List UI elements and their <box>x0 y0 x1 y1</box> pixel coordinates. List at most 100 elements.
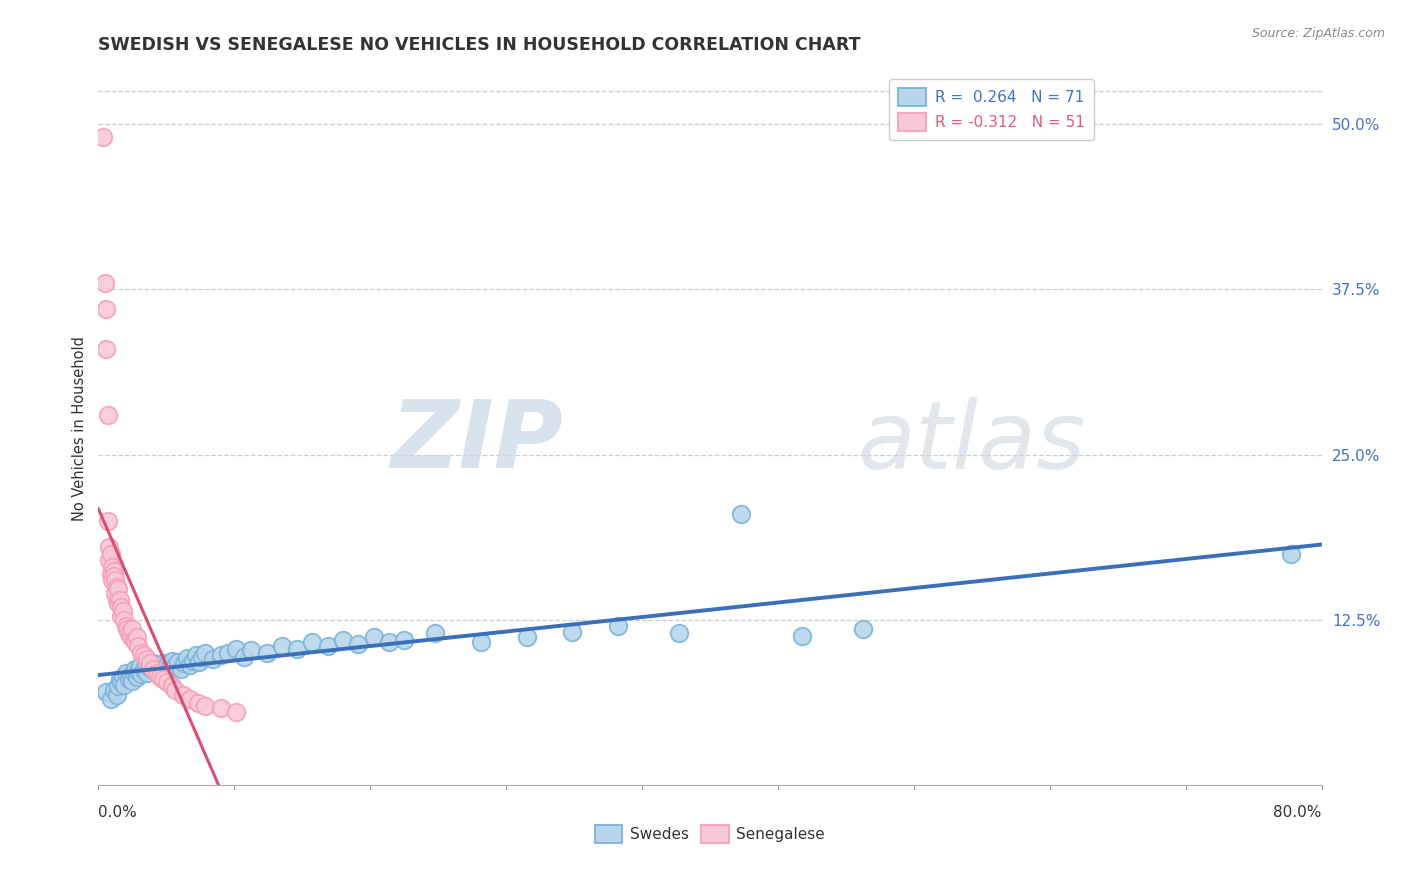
Point <box>179 692 201 706</box>
Point <box>136 665 159 680</box>
Point <box>129 667 152 681</box>
Point <box>118 672 141 686</box>
Point <box>121 673 143 688</box>
Text: 80.0%: 80.0% <box>1274 805 1322 820</box>
Point <box>111 603 134 617</box>
Point <box>607 619 630 633</box>
Point <box>347 636 370 650</box>
Point <box>94 302 117 317</box>
Point <box>378 635 401 649</box>
Text: ZIP: ZIP <box>391 396 564 489</box>
Point <box>100 692 122 706</box>
Point <box>110 599 132 614</box>
Point <box>156 657 179 672</box>
Point <box>225 641 247 656</box>
Point <box>188 655 211 669</box>
Point <box>94 685 117 699</box>
Point <box>108 593 131 607</box>
Point <box>135 657 157 672</box>
Point <box>392 632 416 647</box>
Point <box>1279 547 1302 561</box>
Point <box>121 622 143 636</box>
Point <box>163 659 186 673</box>
Point <box>101 560 124 574</box>
Point <box>194 646 217 660</box>
Point <box>112 677 135 691</box>
Point <box>112 613 135 627</box>
Point <box>179 657 201 672</box>
Point <box>149 670 172 684</box>
Point <box>110 608 132 623</box>
Point <box>561 624 583 639</box>
Point <box>176 651 198 665</box>
Point <box>156 674 179 689</box>
Point <box>423 626 446 640</box>
Point <box>159 660 181 674</box>
Point <box>103 569 125 583</box>
Point <box>170 662 193 676</box>
Point <box>117 622 139 636</box>
Point <box>139 655 162 669</box>
Point <box>217 646 239 660</box>
Point <box>232 649 254 664</box>
Point <box>103 682 125 697</box>
Point <box>100 547 122 561</box>
Point <box>181 654 204 668</box>
Point <box>93 276 115 290</box>
Point <box>187 696 209 710</box>
Point <box>143 665 166 679</box>
Point <box>91 130 114 145</box>
Point <box>127 665 149 679</box>
Text: Source: ZipAtlas.com: Source: ZipAtlas.com <box>1251 27 1385 40</box>
Point <box>94 342 117 356</box>
Text: 0.0%: 0.0% <box>98 805 138 820</box>
Legend: Swedes, Senegalese: Swedes, Senegalese <box>589 819 831 848</box>
Point <box>516 630 538 644</box>
Point <box>120 630 142 644</box>
Text: SWEDISH VS SENEGALESE NO VEHICLES IN HOUSEHOLD CORRELATION CHART: SWEDISH VS SENEGALESE NO VEHICLES IN HOU… <box>98 36 860 54</box>
Point <box>152 672 174 686</box>
Point <box>256 646 278 660</box>
Point <box>125 630 148 644</box>
Point <box>332 632 354 647</box>
Point <box>115 665 138 680</box>
Point <box>194 698 217 713</box>
Point <box>209 648 232 663</box>
Point <box>115 619 138 633</box>
Point <box>160 654 183 668</box>
Point <box>105 580 128 594</box>
Point <box>160 679 183 693</box>
Point <box>240 643 263 657</box>
Point <box>98 540 121 554</box>
Point <box>128 659 150 673</box>
Point <box>163 682 186 697</box>
Point <box>363 630 385 644</box>
Point <box>100 566 122 581</box>
Point <box>122 665 145 680</box>
Point <box>285 641 308 656</box>
Point <box>107 596 129 610</box>
Y-axis label: No Vehicles in Household: No Vehicles in Household <box>72 335 87 521</box>
Point <box>145 659 167 673</box>
Point <box>167 655 190 669</box>
Point <box>105 688 128 702</box>
Text: atlas: atlas <box>856 397 1085 488</box>
Point <box>852 622 875 636</box>
Point <box>104 586 127 600</box>
Point <box>186 648 208 663</box>
Point <box>668 626 690 640</box>
Point <box>145 665 167 680</box>
Point <box>129 646 152 660</box>
Point <box>209 701 232 715</box>
Point <box>142 662 165 676</box>
Point <box>270 639 292 653</box>
Point <box>125 670 148 684</box>
Point <box>316 639 339 653</box>
Point <box>139 657 162 671</box>
Point <box>124 662 146 676</box>
Point <box>173 657 195 671</box>
Point <box>142 657 165 671</box>
Point <box>97 408 120 422</box>
Point <box>730 507 752 521</box>
Point <box>153 663 176 677</box>
